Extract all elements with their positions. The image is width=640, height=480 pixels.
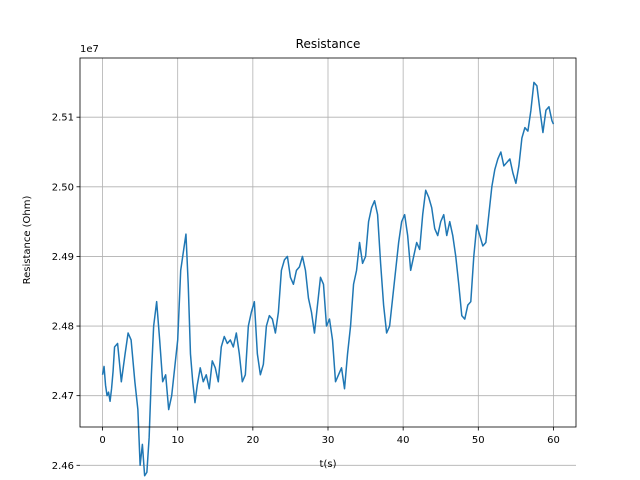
- y-tick-label: 2.50: [52, 182, 74, 193]
- plot-area: [101, 81, 555, 477]
- y-axis-label: Resistance (Ohm): [22, 195, 33, 284]
- x-tick-label: 0: [99, 435, 105, 446]
- chart-title: Resistance: [296, 37, 361, 51]
- y-offset-label: 1e7: [80, 44, 99, 55]
- x-tick-label: 50: [472, 435, 485, 446]
- y-tick-label: 2.46: [52, 461, 74, 472]
- x-tick-label: 20: [246, 435, 259, 446]
- x-axis-label: t(s): [320, 459, 337, 470]
- y-tick-label: 2.48: [52, 322, 74, 333]
- series-line: [101, 81, 555, 477]
- x-tick-label: 60: [547, 435, 560, 446]
- grid-lines: [80, 58, 576, 466]
- y-tick-label: 2.49: [52, 252, 74, 263]
- y-tick-label: 2.51: [52, 113, 74, 124]
- x-tick-label: 30: [322, 435, 335, 446]
- x-tick-label: 10: [171, 435, 184, 446]
- x-axis: 0 10 20 30 40 50 60: [99, 427, 560, 446]
- y-tick-label: 2.47: [52, 391, 74, 402]
- y-axis: 2.46 2.47 2.48 2.49 2.50 2.51: [52, 113, 80, 472]
- x-tick-label: 40: [397, 435, 410, 446]
